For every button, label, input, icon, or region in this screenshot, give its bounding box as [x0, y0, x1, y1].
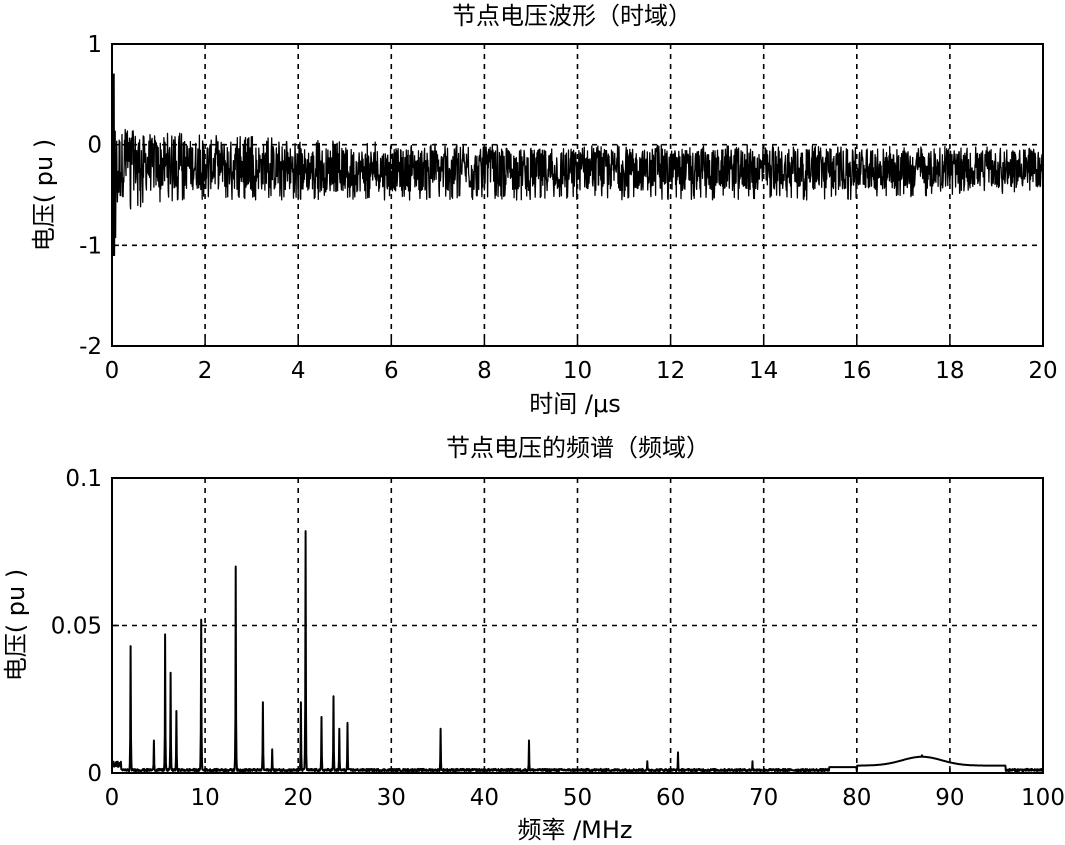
y-tick-label: -2: [79, 334, 102, 360]
x-tick-label: 4: [291, 358, 306, 384]
x-tick-label: 20: [1028, 358, 1057, 384]
plot-area: [111, 477, 1044, 774]
x-tick-label: 2: [198, 358, 213, 384]
x-tick-label: 0: [105, 785, 120, 811]
y-axis-label: 电压( pu ): [2, 569, 30, 681]
y-tick-label: 1: [87, 32, 102, 58]
x-tick-label: 18: [935, 358, 964, 384]
series-line: [111, 530, 1044, 773]
y-tick-label: 0.05: [51, 614, 102, 640]
tick-labels: 0 10 20 30 40 50 60 70 80 90 100 0 0.05 0.1: [51, 466, 1065, 811]
x-tick-label: 12: [656, 358, 685, 384]
x-tick-label: 30: [377, 785, 406, 811]
y-tick-label: 0: [87, 761, 102, 787]
x-tick-label: 20: [284, 785, 313, 811]
spectrum-line: [111, 530, 1044, 773]
x-tick-label: 6: [384, 358, 399, 384]
x-tick-label: 70: [749, 785, 778, 811]
frequency-domain-chart: 节点电压的频谱（频域） 0 10 20 30 40 50 60 70 80 90 10000.050…: [2, 434, 1065, 844]
grid: [111, 43, 1044, 347]
series-line: [111, 73, 1044, 257]
x-tick-label: 60: [656, 785, 685, 811]
x-tick-label: 90: [935, 785, 964, 811]
x-tick-label: 0: [105, 358, 120, 384]
x-tick-label: 8: [477, 358, 492, 384]
x-tick-label: 16: [842, 358, 871, 384]
x-tick-label: 10: [190, 785, 219, 811]
y-tick-label: 0: [87, 133, 102, 159]
y-axis-label: 电压( pu ): [30, 139, 58, 251]
tick-labels: 0 2 4 6 8 10 12 14 16 18 20 -2 -1 0 1: [79, 32, 1058, 384]
time-domain-chart: 节点电压波形（时域） 0 2 4 6 8 10 12 14 16 18 20 -2 -1 0 1 时间 /μ…: [30, 2, 1058, 418]
x-axis-label: 时间 /μs: [529, 390, 621, 418]
y-tick-label: 0.1: [65, 466, 102, 492]
chart-title: 节点电压波形（时域）: [452, 2, 692, 30]
x-axis-label: 频率 /MHz: [517, 816, 632, 844]
x-tick-label: 14: [749, 358, 778, 384]
chart-title: 节点电压的频谱（频域）: [446, 434, 710, 462]
x-tick-label: 80: [842, 785, 871, 811]
x-tick-label: 50: [563, 785, 592, 811]
voltage-waveform-line: [111, 73, 1044, 257]
x-tick-label: 40: [470, 785, 499, 811]
x-tick-label: 10: [563, 358, 592, 384]
y-tick-label: -1: [79, 233, 102, 259]
x-tick-label: 100: [1021, 785, 1065, 811]
